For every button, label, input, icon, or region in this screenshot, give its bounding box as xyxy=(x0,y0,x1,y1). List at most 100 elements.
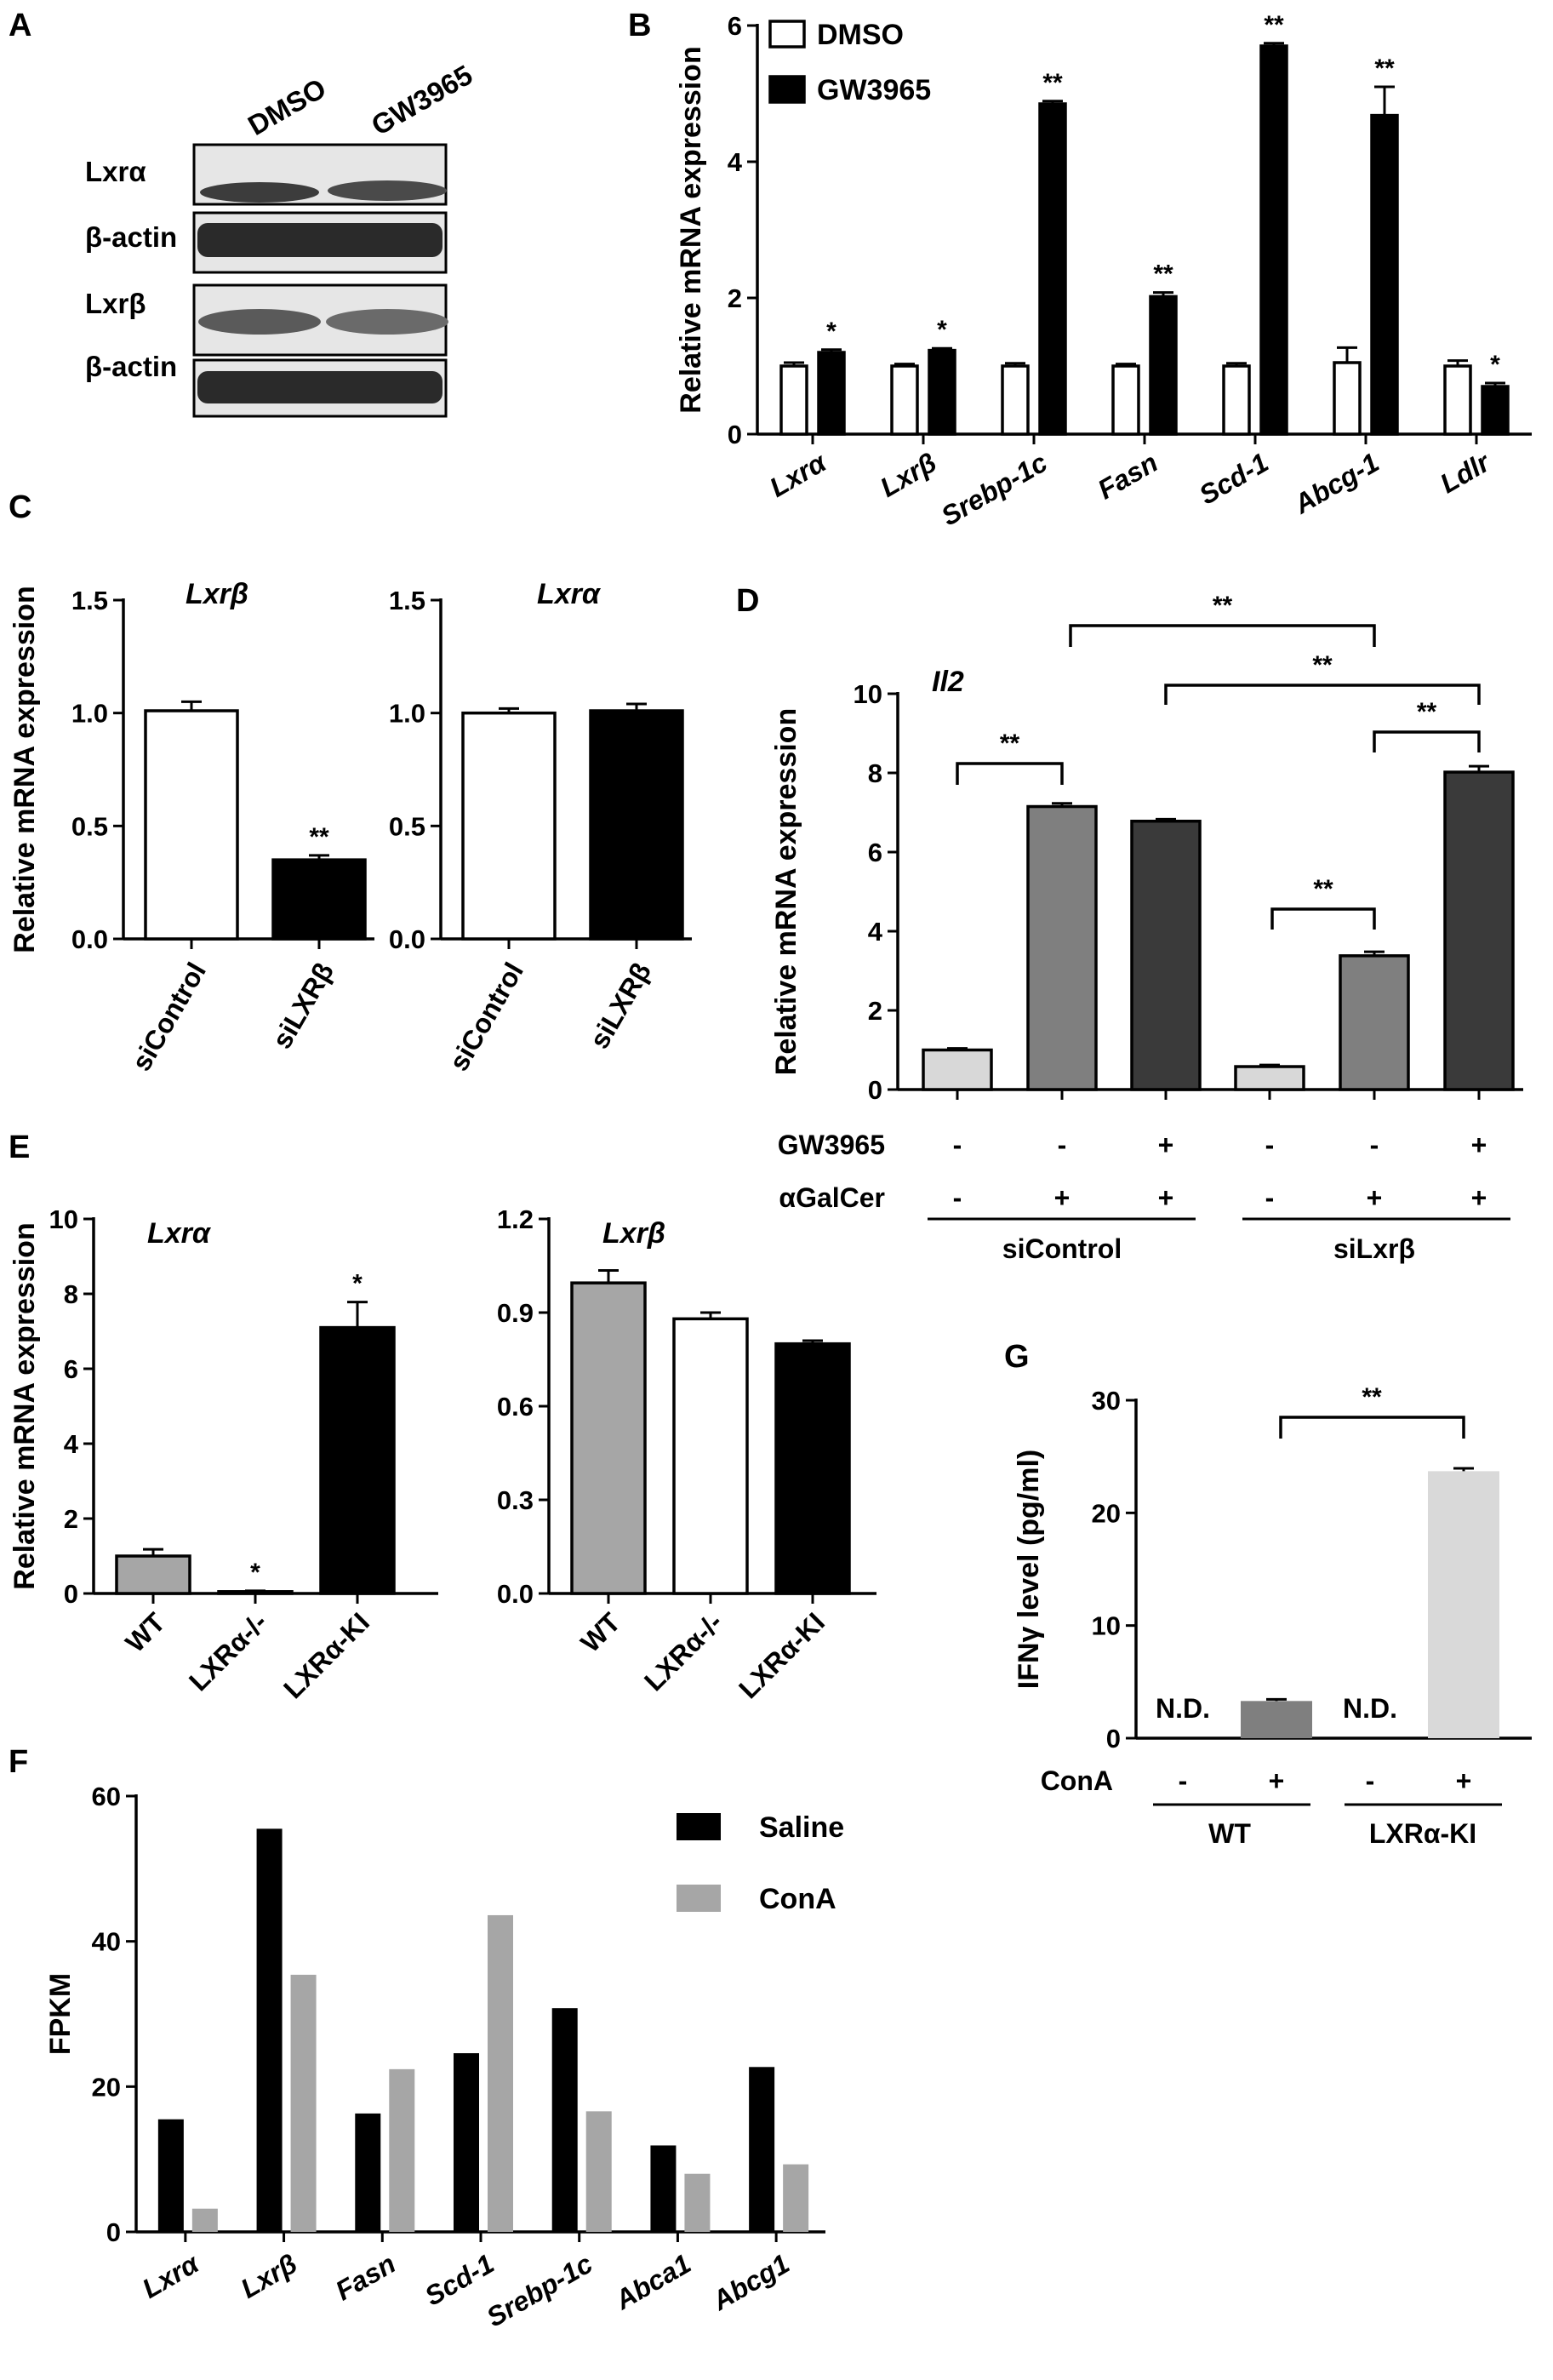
bar-cona xyxy=(684,2173,711,2232)
bar-dmso xyxy=(1443,364,1472,436)
gw3965-sign: + xyxy=(1158,1130,1174,1160)
chart-e-lxrb: 0.0 0.3 0.6 0.9 1.2 WT LXRα-/- LXRα-KI Lxrβ xyxy=(497,1204,876,1704)
band-lxra-dmso xyxy=(200,182,319,203)
chart-d-il2: 0 2 4 6 8 10 Relative mRNA expression Il2 ** ** **… xyxy=(770,592,1523,1264)
chart-title: Lxrβ xyxy=(602,1217,665,1250)
y-tick-label: 0.5 xyxy=(389,811,425,841)
bar-il2 xyxy=(922,1048,993,1091)
panel-label-e: E xyxy=(9,1130,30,1165)
significance-marker: * xyxy=(250,1559,260,1587)
comparison-marker: ** xyxy=(1000,729,1020,758)
panel-label-g: G xyxy=(1004,1339,1030,1375)
agalcer-sign: + xyxy=(1367,1182,1383,1213)
y-tick-label: 60 xyxy=(92,1782,121,1811)
bar-saline xyxy=(256,1828,283,2232)
y-tick-label: 0 xyxy=(728,420,742,449)
chart-c-lxra: 0.0 0.5 1.0 1.5 siControl siLXRβ Lxrα xyxy=(389,578,692,1076)
gw3965-sign: - xyxy=(953,1130,962,1160)
bar-cona xyxy=(191,2208,218,2232)
comparison-marker: ** xyxy=(1312,651,1333,679)
gw3965-sign: - xyxy=(1058,1130,1067,1160)
y-tick-label: 2 xyxy=(868,996,882,1026)
bar-saline xyxy=(454,2053,479,2232)
bar-dmso xyxy=(1333,361,1362,436)
bar-il2 xyxy=(1026,804,1098,1091)
blot-row-actin-2: β-actin xyxy=(85,351,177,382)
y-tick-label: 1.5 xyxy=(389,586,425,615)
y-tick-label: 0.0 xyxy=(389,924,425,954)
y-tick-label: 8 xyxy=(64,1279,78,1309)
bar-gw3965 xyxy=(817,351,846,436)
y-tick-label: 1.0 xyxy=(389,699,425,729)
lane-label-dmso: DMSO xyxy=(243,72,331,142)
gw3965-sign: + xyxy=(1471,1130,1487,1160)
significance-marker: ** xyxy=(1153,260,1173,289)
row-label-cona: ConA xyxy=(1041,1765,1113,1796)
nd-annotation: N.D. xyxy=(1156,1693,1210,1724)
legend-label-gw3965: GW3965 xyxy=(817,74,931,106)
y-tick-label: 0.6 xyxy=(497,1392,534,1422)
chart-g-ifng: 0 10 20 30 IFNγ level (pg/ml) N.D. N.D. ** ConA -… xyxy=(1013,1383,1532,1849)
comparison-bracket xyxy=(1069,624,1376,647)
comparison-bracket xyxy=(1279,1416,1465,1439)
bar-dmso xyxy=(1001,364,1030,436)
bar-genotype xyxy=(319,1325,396,1595)
bar-genotype xyxy=(672,1317,749,1595)
y-tick-label: 2 xyxy=(64,1504,78,1534)
panel-label-d: D xyxy=(736,583,759,619)
comparison-marker: ** xyxy=(1213,592,1233,620)
x-tick-label: Srebp-1c xyxy=(936,447,1053,532)
bar-dmso xyxy=(779,364,808,436)
bar-saline xyxy=(551,2008,578,2232)
x-tick-label: LXRα-KI xyxy=(277,1606,375,1704)
bar-ifng xyxy=(1428,1471,1499,1738)
bar-cona xyxy=(290,1974,317,2232)
nd-annotation: N.D. xyxy=(1343,1693,1397,1724)
bar-gw3965 xyxy=(1481,385,1510,436)
legend-swatch-dmso xyxy=(768,20,806,49)
significance-marker: ** xyxy=(309,823,329,851)
band-actin-1 xyxy=(197,223,442,257)
x-tick-label: LXRα-/- xyxy=(638,1606,728,1696)
legend-swatch-saline xyxy=(677,1813,721,1840)
x-tick-label: Lxrβ xyxy=(236,2248,302,2304)
x-tick-label: LXRα-KI xyxy=(733,1606,831,1704)
significance-marker: ** xyxy=(1374,54,1395,83)
bar-saline xyxy=(749,2067,775,2232)
panel-label-f: F xyxy=(9,1744,28,1780)
significance-marker: * xyxy=(1490,351,1500,379)
bar-ifng xyxy=(1241,1701,1312,1738)
y-axis-label: Relative mRNA expression xyxy=(770,708,802,1075)
comparison-marker: ** xyxy=(1362,1383,1382,1411)
chart-title: Il2 xyxy=(932,666,964,698)
y-tick-label: 4 xyxy=(868,917,883,947)
y-axis-label: Relative mRNA expression xyxy=(9,586,41,953)
x-tick-label: Fasn xyxy=(330,2248,401,2307)
y-axis-label: Relative mRNA expression xyxy=(675,46,707,413)
cona-sign: - xyxy=(1366,1765,1375,1796)
x-tick-label: Lxrα xyxy=(137,2247,204,2304)
lane-label-gw3965: GW3965 xyxy=(366,59,477,141)
bar-il2 xyxy=(1130,819,1202,1091)
bar-il2 xyxy=(1443,770,1515,1091)
group-label-sicontrol: siControl xyxy=(1002,1233,1122,1264)
agalcer-sign: - xyxy=(953,1182,962,1213)
y-tick-label: 0 xyxy=(106,2217,121,2247)
western-blot: DMSO GW3965 Lxrα β-actin Lxrβ β-actin xyxy=(85,59,477,418)
x-tick-label: siControl xyxy=(126,958,212,1077)
x-tick-label: WT xyxy=(574,1606,626,1658)
cona-sign: + xyxy=(1269,1765,1285,1796)
x-tick-label: Lxrα xyxy=(764,446,831,503)
x-tick-label: Abcg1 xyxy=(706,2248,795,2317)
row-label-gw3965: GW3965 xyxy=(778,1130,885,1160)
bar-saline xyxy=(355,2113,381,2232)
bar-saline xyxy=(650,2145,677,2232)
x-tick-label: Ldlr xyxy=(1435,446,1496,499)
y-tick-label: 2 xyxy=(728,283,742,313)
y-tick-label: 4 xyxy=(64,1429,79,1459)
chart-c-lxrb: 0.0 0.5 1.0 1.5 Relative mRNA expression siCo… xyxy=(9,578,374,1076)
gw3965-sign: - xyxy=(1265,1130,1275,1160)
